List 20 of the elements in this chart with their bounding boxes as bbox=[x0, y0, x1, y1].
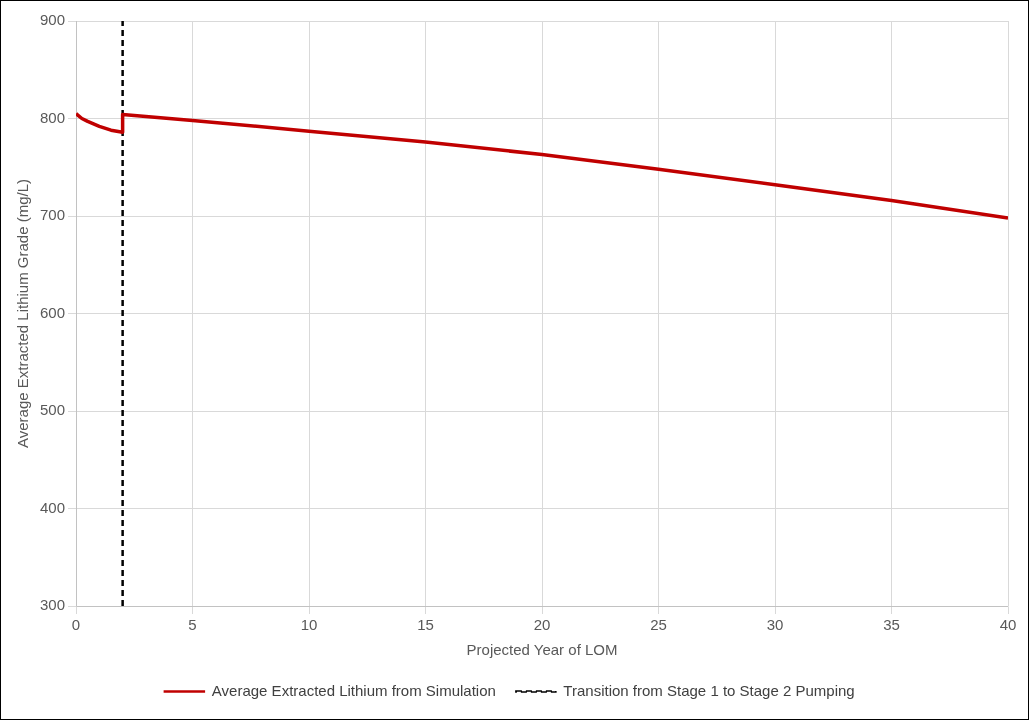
x-axis-title: Projected Year of LOM bbox=[466, 641, 618, 659]
legend-label: Average Extracted Lithium from Simulation bbox=[211, 681, 496, 699]
x-tick-label: 30 bbox=[766, 616, 784, 634]
x-tick-label: 25 bbox=[650, 616, 667, 634]
y-axis-title: Average Extracted Lithium Grade (mg/L) bbox=[14, 178, 32, 449]
y-tick-label: 500 bbox=[40, 401, 66, 419]
y-tick-label: 600 bbox=[40, 303, 66, 321]
x-tick-label: 10 bbox=[300, 616, 318, 634]
y-tick-label: 900 bbox=[40, 11, 66, 29]
x-tick-label: 5 bbox=[188, 616, 197, 634]
x-tick-label: 0 bbox=[71, 616, 81, 634]
y-tick-label: 700 bbox=[40, 206, 66, 224]
x-tick-label: 15 bbox=[417, 616, 434, 634]
x-tick-label: 40 bbox=[999, 616, 1017, 634]
x-tick-label: 35 bbox=[883, 616, 900, 634]
y-tick-label: 400 bbox=[40, 498, 66, 516]
legend-label: Transition from Stage 1 to Stage 2 Pumping bbox=[563, 681, 855, 699]
y-tick-label: 300 bbox=[40, 596, 66, 614]
y-tick-label: 800 bbox=[40, 108, 66, 126]
x-tick-label: 20 bbox=[533, 616, 551, 634]
